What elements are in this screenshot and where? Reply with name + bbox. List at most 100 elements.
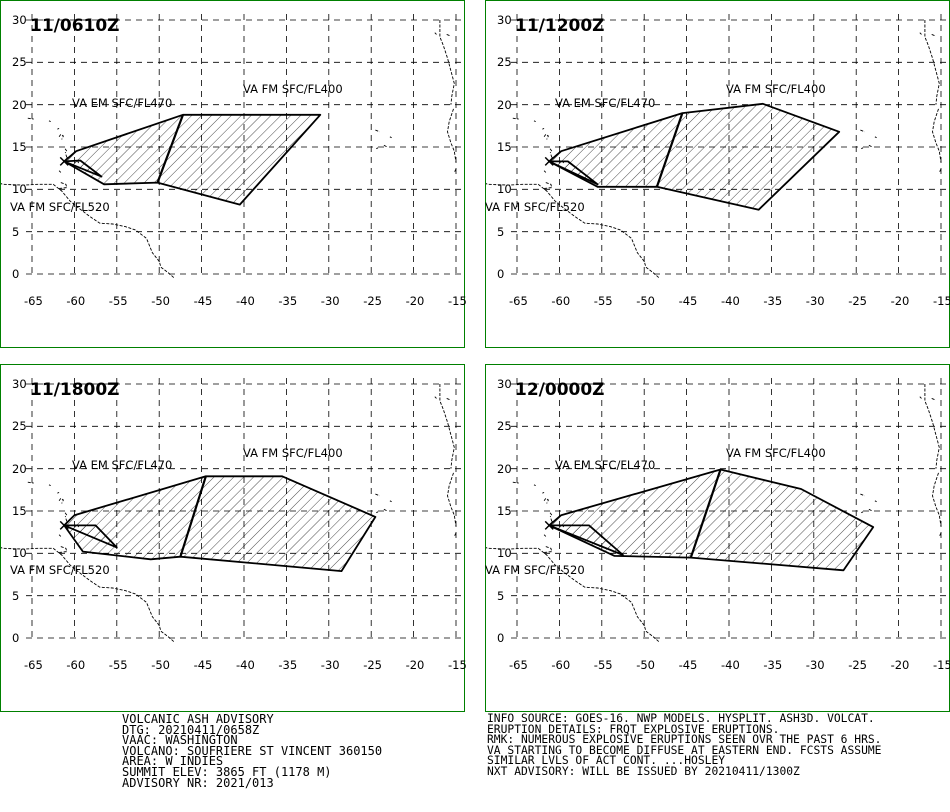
advisory-line: VOLCANO: SOUFRIERE ST VINCENT 360150	[122, 743, 383, 758]
forecast-panel-2: 11/1200Z VA EM SFC/FL470 VA FM SFC/FL400…	[485, 0, 950, 348]
lat-tick-label: 0	[12, 631, 20, 645]
lon-tick-label: -45	[193, 294, 213, 308]
lon-tick-label: -65	[509, 294, 528, 308]
coastline	[868, 144, 873, 148]
lon-tick-label: -15	[448, 658, 467, 672]
ash-layer-divider	[655, 112, 684, 188]
ash-layer-divider	[156, 114, 184, 183]
ash-map	[0, 378, 465, 643]
coastline	[0, 546, 175, 643]
lon-tick-label: -55	[108, 294, 128, 308]
lat-tick-label: 30	[497, 13, 512, 27]
panel-time: 12/0000Z	[515, 380, 605, 400]
lat-tick-label: 5	[497, 588, 505, 603]
lon-tick-label: -40	[236, 294, 255, 308]
lat-tick-label: 10	[12, 546, 27, 561]
coastline	[59, 182, 68, 189]
lat-tick-label: 25	[497, 419, 512, 434]
coastline	[533, 484, 536, 487]
coastline	[27, 117, 34, 120]
lon-tick-label: -60	[66, 294, 86, 308]
coastline	[924, 384, 940, 469]
coastline	[383, 144, 388, 148]
coastline	[549, 512, 553, 518]
advisory-line: NXT ADVISORY: WILL BE ISSUED BY 20210411…	[487, 764, 800, 778]
coastline	[58, 170, 62, 173]
coastline	[434, 396, 437, 399]
label-va-em: VA EM SFC/FL470	[555, 96, 656, 110]
coastline	[65, 518, 68, 523]
ash-layer-divider	[179, 475, 207, 558]
lon-tick-label: -15	[448, 294, 467, 308]
lon-tick-label: -45	[193, 658, 213, 672]
lon-tick-label: -35	[763, 294, 783, 308]
coastline	[543, 534, 547, 537]
advisory-line: VOLCANIC ASH ADVISORY	[122, 712, 274, 726]
coastline	[924, 20, 940, 105]
lon-tick-label: -20	[890, 294, 910, 308]
lon-tick-label: -30	[805, 658, 825, 672]
lon-tick-label: -55	[593, 294, 613, 308]
label-va-low: VA FM SFC/FL520	[485, 200, 585, 214]
coastline	[389, 136, 392, 139]
coastline	[533, 120, 536, 123]
lon-tick-label: -60	[66, 658, 86, 672]
volcano-marker	[544, 156, 554, 166]
lon-tick-label: -50	[151, 658, 170, 672]
advisory-line: ERUPTION DETAILS: FRQT EXPLOSIVE ERUPTIO…	[487, 722, 780, 736]
lon-tick-label: -35	[278, 658, 298, 672]
coastline	[543, 133, 549, 140]
advisory-line: VAAC: WASHINGTON	[122, 733, 238, 748]
lon-tick-label: -60	[551, 658, 571, 672]
coastline	[375, 129, 380, 133]
lat-tick-label: 10	[497, 182, 512, 197]
advisory-line: DTG: 20210411/0658Z	[122, 722, 260, 737]
coastline	[874, 136, 877, 139]
coastline	[860, 129, 865, 133]
coastline	[938, 168, 942, 173]
lon-tick-label: -50	[636, 658, 655, 672]
lat-tick-label: 0	[497, 631, 505, 645]
label-va-top: VA FM SFC/FL400	[243, 82, 343, 96]
coastline	[447, 472, 457, 527]
panel-time: 11/1800Z	[30, 380, 120, 400]
coastline	[65, 154, 68, 159]
forecast-panel-3: 11/1800Z VA EM SFC/FL470 VA FM SFC/FL400…	[0, 364, 467, 712]
lat-tick-label: 15	[497, 504, 512, 518]
lon-tick-label: -25	[363, 658, 382, 672]
lon-tick-label: -65	[24, 658, 43, 672]
advisory-line: ADVISORY NR: 2021/013	[122, 775, 274, 790]
coastline	[57, 127, 60, 130]
coastline	[542, 491, 545, 494]
lat-tick-label: 30	[12, 13, 27, 27]
lat-tick-label: 5	[12, 224, 20, 239]
advisory-line: RMK: NUMEROUS EXPLOSIVE ERUPTIONS SEEN O…	[487, 733, 882, 747]
lon-tick-label: -45	[678, 658, 698, 672]
coastline	[446, 33, 452, 37]
coastline	[58, 133, 64, 140]
coastline	[383, 508, 388, 512]
ash-cloud-inner-polygon	[548, 160, 599, 186]
coastline	[861, 511, 864, 514]
advisory-header-block: VOLCANIC ASH ADVISORY DTG: 20210411/0658…	[122, 712, 383, 790]
coastline	[48, 120, 51, 123]
panel-time: 11/1200Z	[515, 16, 605, 36]
lon-tick-label: -55	[593, 658, 613, 672]
lat-tick-label: 10	[12, 182, 27, 197]
lon-tick-label: -65	[509, 658, 528, 672]
coastline	[447, 108, 457, 163]
lon-tick-label: -35	[763, 658, 783, 672]
ash-map	[485, 14, 950, 279]
lon-tick-label: -65	[24, 294, 43, 308]
volcano-marker	[544, 520, 554, 530]
lon-tick-label: -30	[320, 658, 340, 672]
coastline	[931, 397, 937, 401]
volcano-marker	[59, 520, 69, 530]
coastline	[446, 397, 452, 401]
lon-tick-label: -25	[848, 294, 867, 308]
ash-cloud-inner-polygon	[63, 524, 118, 549]
lat-tick-label: 0	[497, 267, 505, 281]
coastline	[938, 532, 942, 537]
coastline	[544, 182, 553, 189]
ash-cloud-inner-polygon	[548, 524, 624, 556]
